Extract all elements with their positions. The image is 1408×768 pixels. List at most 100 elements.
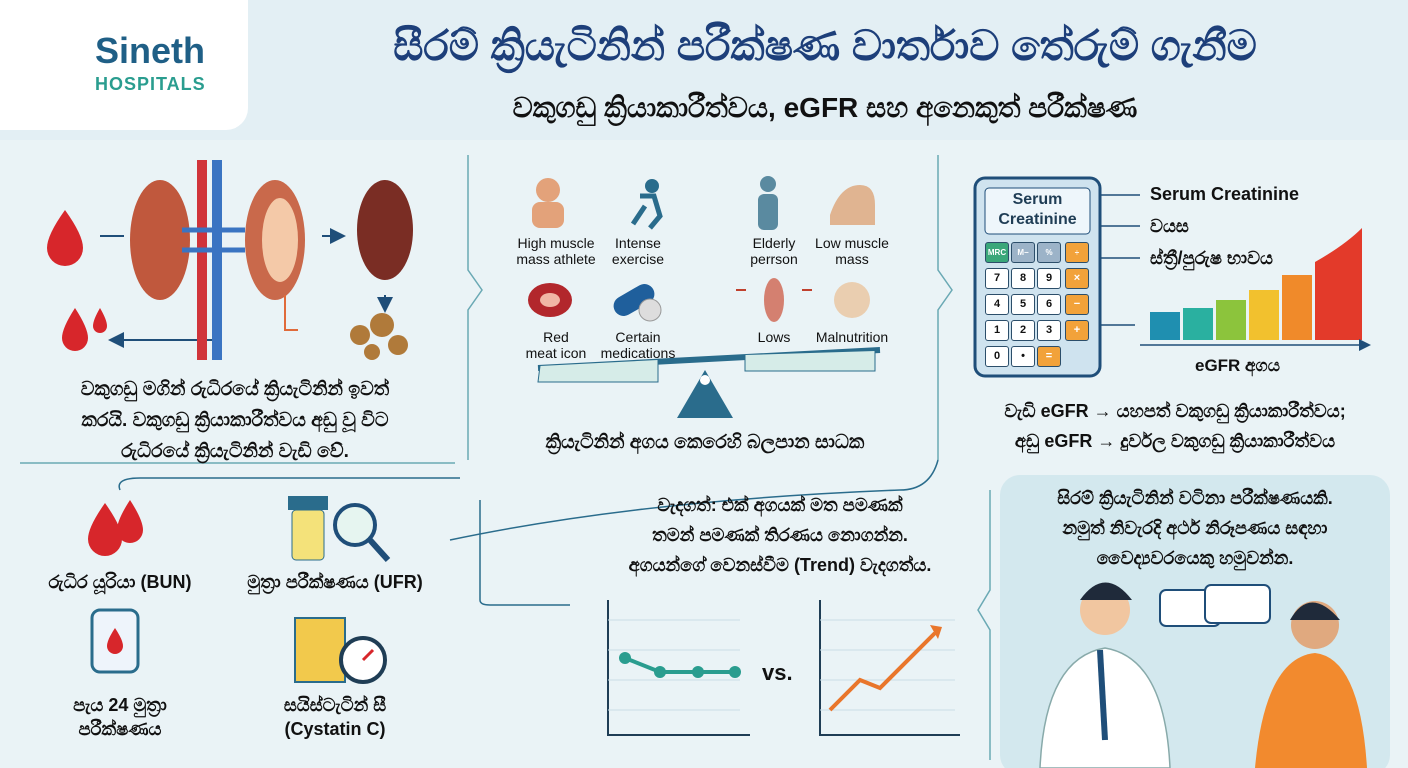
decoration	[744, 351, 876, 372]
decoration	[537, 360, 659, 383]
egfr-text: වැඩි eGFR → යහපත් වකුගඩු ක්‍රියාකාරීත්වය…	[950, 396, 1400, 456]
decoration	[284, 295, 298, 331]
factor-label: mass	[835, 251, 869, 267]
decoration	[830, 185, 875, 225]
factor-label: medications	[600, 345, 676, 361]
subtitle: වකුගඩු ක්‍රියාකාරීත්වය, eGFR සහ අනෙකුත් …	[512, 92, 1138, 123]
factor-label: Malnutrition	[815, 329, 889, 345]
decoration	[479, 500, 570, 606]
text-line: රුධිරයේ ක්‍රියැටිනින් වැඩි වේ.	[121, 441, 349, 462]
decoration	[370, 313, 394, 337]
decoration	[1315, 228, 1362, 340]
decoration	[350, 313, 408, 360]
text-line: නමුත් නිවැරදි අර්ථ නිරූපණය සඳහා	[1062, 518, 1328, 538]
test-label: (Cystatin C)	[284, 719, 386, 739]
decoration	[638, 298, 662, 322]
decoration	[760, 176, 776, 192]
test-item: සයිස්ටැටින් සී (Cystatin C)	[225, 693, 445, 741]
decoration	[645, 179, 659, 193]
text-line: සිරම් ක්‍රියැටිනින් වටිනා පරීක්ෂණයකි.	[1057, 488, 1333, 508]
decoration	[62, 308, 107, 351]
decoration	[532, 178, 564, 228]
factor-item: Intense exercise	[588, 235, 688, 267]
test-label: සයිස්ටැටින් සී	[283, 695, 387, 715]
calculator-key: 2	[1011, 320, 1035, 341]
decoration	[692, 666, 704, 678]
decoration	[937, 155, 953, 460]
calculator-key: •	[1011, 346, 1035, 367]
decoration	[828, 631, 937, 712]
calculator-key: 3	[1037, 320, 1061, 341]
decoration	[1097, 649, 1108, 741]
text-line: කරයි. වකුගඩු ක්‍රියාකාරීත්වය අඩු වූ විට	[81, 410, 389, 431]
logo-sub: HOSPITALS	[95, 74, 206, 94]
calculator-key: 7	[985, 268, 1009, 289]
trend-text: වැදගත්: එක් අගයක් මත පමණක් තමන් පමණක් තිර…	[560, 490, 1000, 580]
decoration	[677, 370, 733, 418]
calculator-key: M−	[1011, 242, 1035, 263]
egfr-input: වයස	[1150, 216, 1189, 236]
factor-label: mass athlete	[516, 251, 596, 267]
decoration	[1255, 653, 1367, 768]
decoration	[361, 648, 375, 662]
decoration	[130, 180, 190, 300]
decoration	[357, 180, 413, 280]
decoration	[1183, 308, 1213, 340]
decoration	[182, 227, 245, 253]
decoration	[930, 625, 942, 639]
calculator-key: 1	[985, 320, 1009, 341]
egfr-input: Serum Creatinine	[1150, 184, 1300, 204]
decoration	[333, 503, 377, 547]
decoration	[654, 666, 666, 678]
calculator-key: ×	[1065, 268, 1089, 289]
factor-label: Intense	[615, 235, 661, 251]
factor-label: Low muscle	[815, 235, 889, 251]
title: සීරම් ක්‍රියැටිනින් පරීක්ෂණ වාර්තාව තේරු…	[393, 22, 1257, 69]
decoration	[212, 160, 222, 360]
calculator-key: =	[1037, 346, 1061, 367]
decoration	[1282, 275, 1312, 340]
test-label: මුත්‍රා පරීක්ෂණය (UFR)	[247, 572, 423, 592]
decoration	[107, 628, 123, 654]
decoration	[1080, 582, 1132, 600]
decoration	[1204, 584, 1271, 624]
decoration	[624, 656, 735, 674]
decoration	[532, 202, 564, 228]
factor-item: Red meat icon	[506, 329, 606, 361]
decoration	[1290, 602, 1340, 620]
calculator-title: Serum Creatinine	[985, 190, 1090, 230]
decoration	[118, 459, 939, 541]
decoration	[294, 617, 346, 683]
decoration	[630, 193, 663, 230]
calculator-key: 5	[1011, 294, 1035, 315]
decoration	[984, 187, 1091, 235]
decoration	[700, 375, 710, 385]
decoration	[291, 509, 325, 561]
decoration	[630, 179, 663, 230]
decoration	[262, 198, 298, 282]
calculator-key: +	[1065, 320, 1089, 341]
decoration	[758, 176, 778, 230]
decoration	[1216, 300, 1246, 340]
decoration	[88, 500, 143, 556]
factor-label: Certain	[615, 329, 661, 345]
factor-label: Red	[543, 329, 569, 345]
factor-item: Elderly perrson	[724, 235, 824, 267]
decoration	[729, 666, 741, 678]
decoration	[1249, 290, 1279, 340]
egfr-input: ස්ත්‍රී/පුරුෂ භාවය	[1150, 248, 1273, 268]
text-line: Creatinine	[998, 211, 1077, 228]
calculator-key: MRC	[985, 242, 1009, 263]
decoration	[467, 155, 483, 460]
decoration	[288, 496, 328, 510]
test-label: පරීක්ෂණය	[78, 719, 162, 739]
test-item: මුත්‍රා පරීක්ෂණය (UFR)	[225, 570, 445, 594]
decoration	[758, 194, 778, 230]
text-line: වකුගඩු මගින් රුධිරයේ ක්‍රියැටිනින් ඉවත්	[80, 379, 390, 400]
calculator-key: 6	[1037, 294, 1061, 315]
text-line: Serum	[1012, 191, 1063, 208]
decoration	[834, 282, 870, 318]
factor-item: Low muscle mass	[802, 235, 902, 267]
logo-name: Sineth	[95, 30, 206, 71]
decoration	[1150, 228, 1362, 340]
